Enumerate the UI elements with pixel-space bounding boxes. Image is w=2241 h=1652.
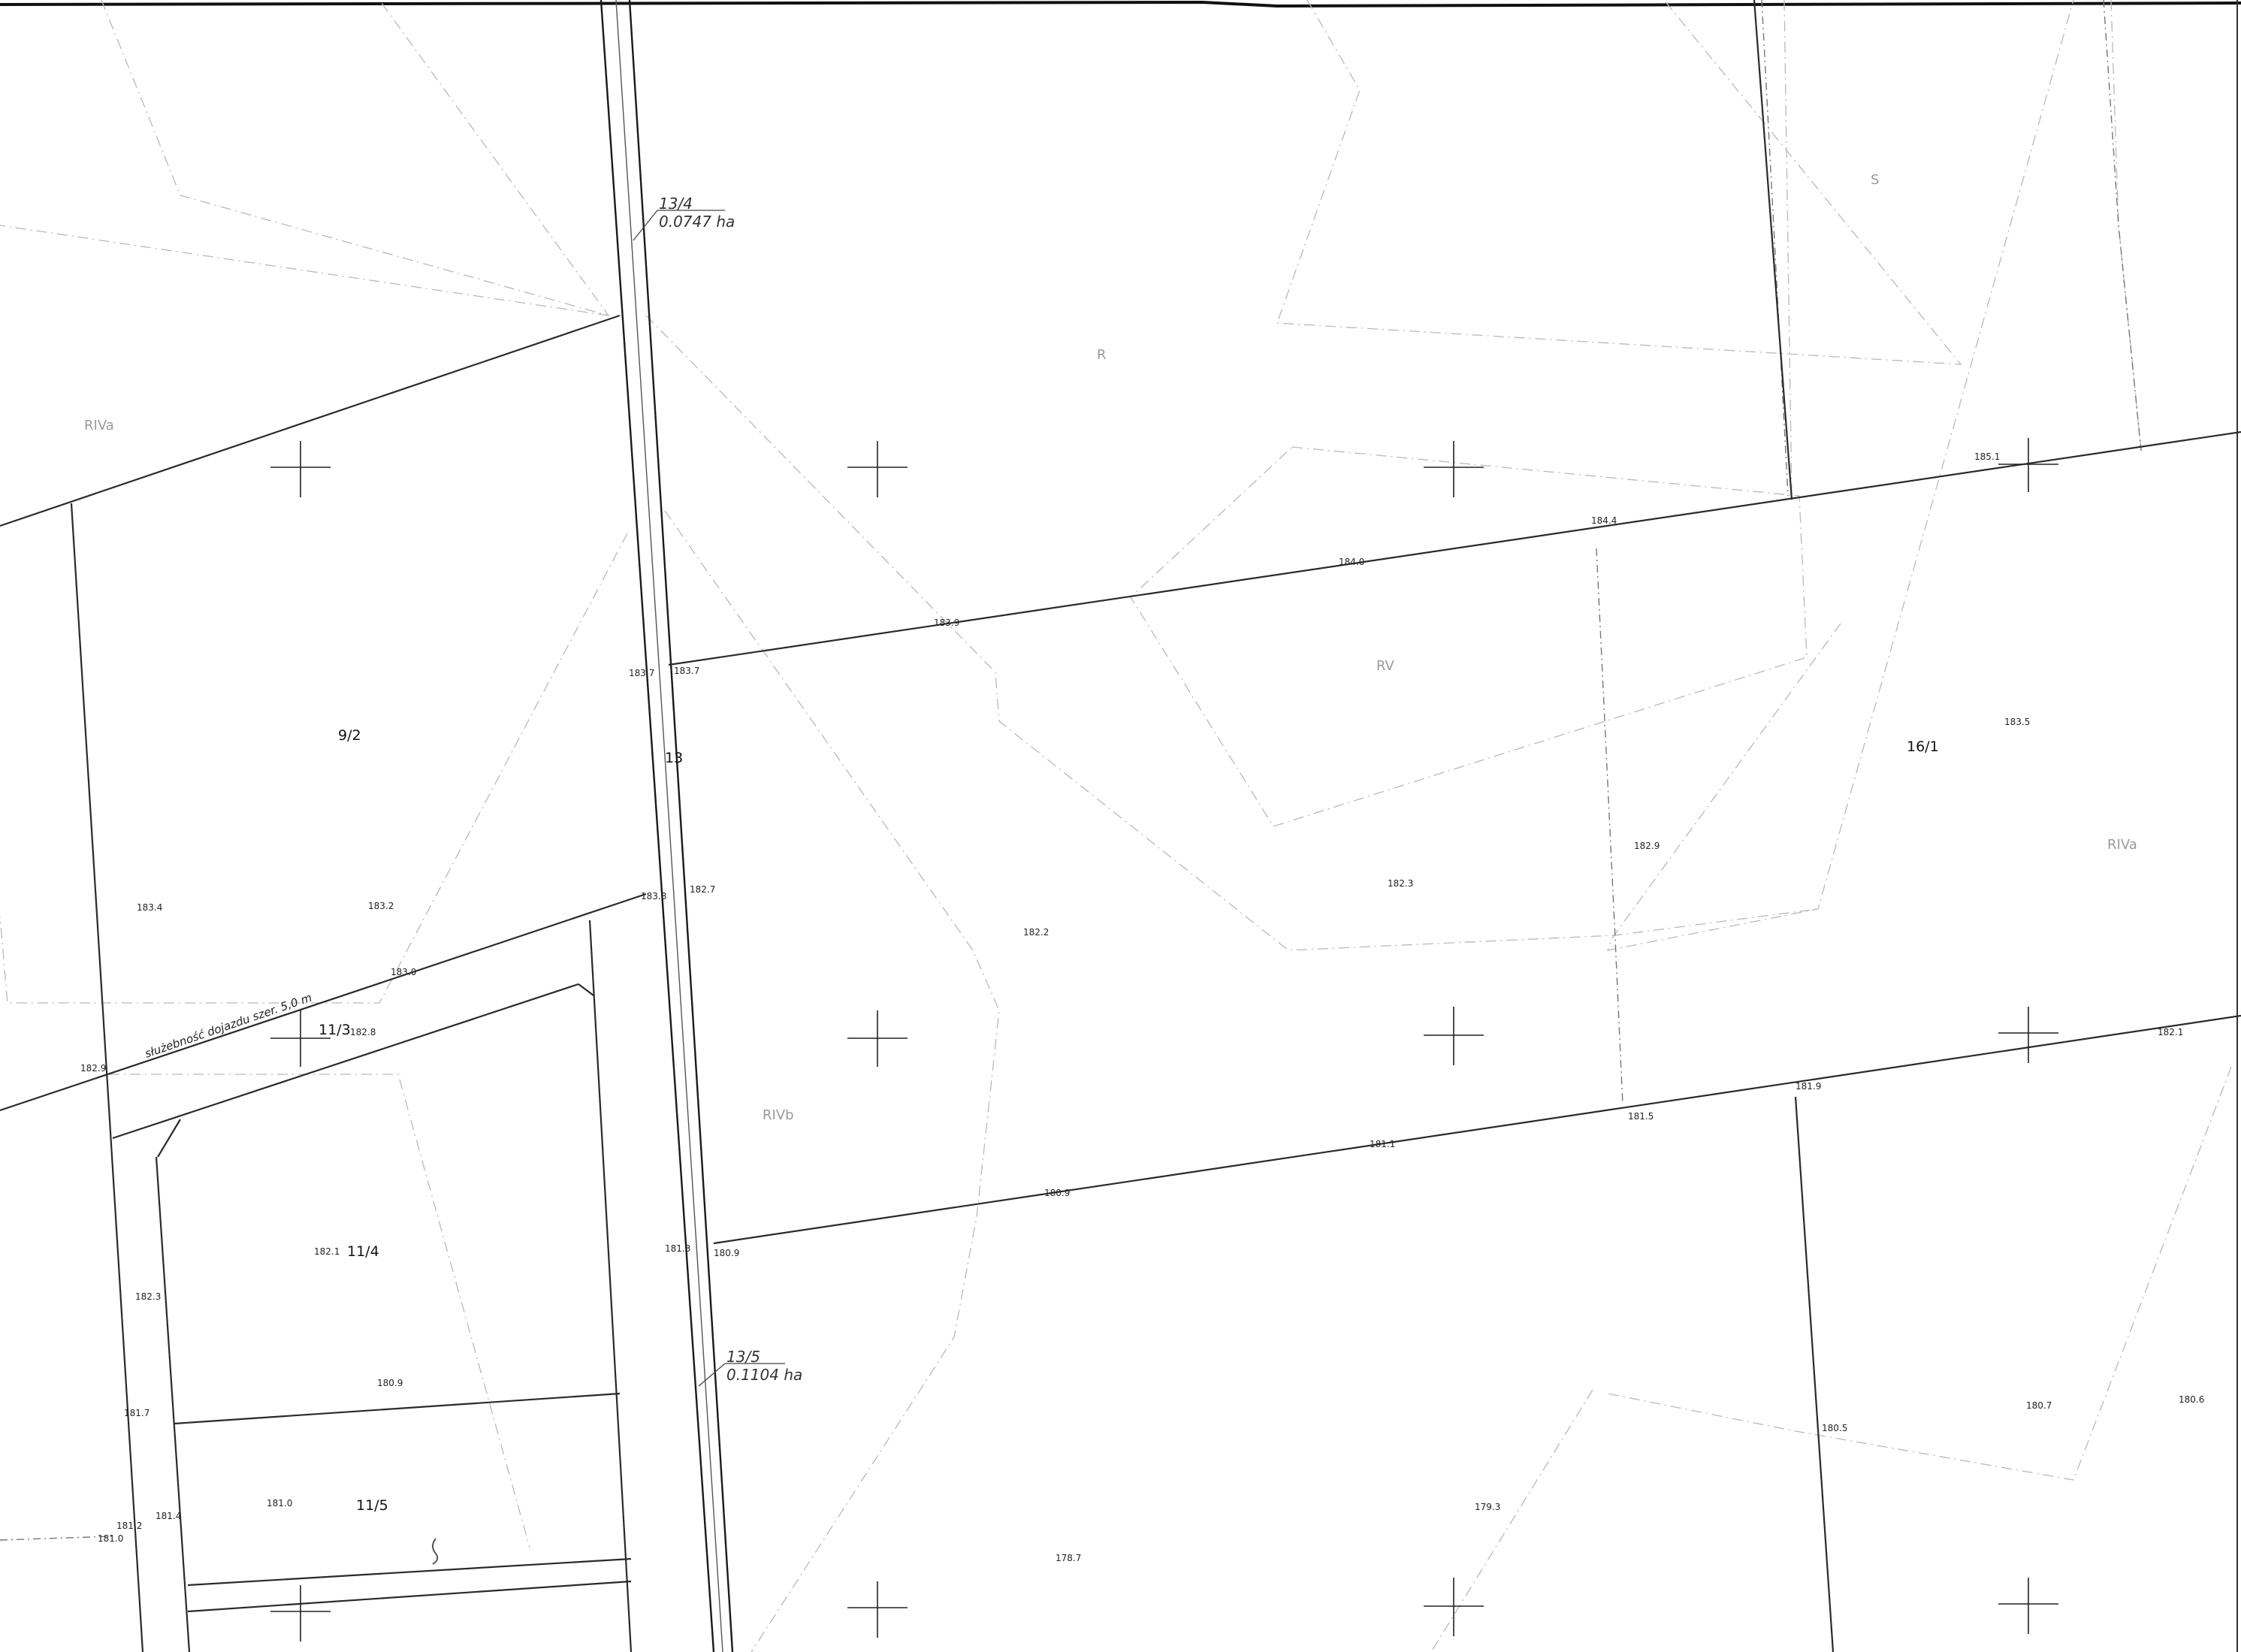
- soil-class-riva-right: RIVa: [2107, 837, 2137, 853]
- spot-height: 182.9: [1634, 841, 1660, 851]
- spot-height: 184.0: [1339, 557, 1364, 567]
- spot-height: 183.9: [934, 618, 959, 628]
- soil-class-r: R: [1097, 347, 1107, 363]
- soil-class-s: S: [1871, 172, 1879, 188]
- parcel-label-16-1: 16/1: [1907, 738, 1939, 755]
- soil-class-rivb: RIVb: [763, 1107, 794, 1123]
- spot-height: 183.4: [137, 902, 162, 913]
- grid-cross: [1998, 1578, 2058, 1634]
- parcel-label-11-5: 11/5: [356, 1497, 388, 1514]
- spot-height: 181.2: [116, 1521, 142, 1531]
- spot-height: 182.2: [1023, 927, 1049, 938]
- soil-class-riva-left: RIVa: [84, 418, 114, 433]
- grid-cross: [1998, 1007, 2058, 1063]
- spot-height: 185.1: [1974, 452, 2000, 462]
- easement-note: służebność dojazdu szer. 5,0 m: [143, 991, 313, 1061]
- spot-height: 181.0: [98, 1533, 123, 1544]
- spot-height: 181.5: [1628, 1111, 1654, 1122]
- pencil-mark: [432, 1538, 439, 1565]
- grid-cross: [1424, 441, 1484, 497]
- grid-cross: [847, 1010, 908, 1067]
- spot-height: 182.7: [690, 884, 715, 895]
- dashdot-lines: [1596, 0, 2142, 1105]
- spot-height: 180.9: [1044, 1188, 1070, 1198]
- area-label-13-4-id: 13/4: [659, 195, 693, 213]
- spot-height: 183.8: [641, 891, 666, 902]
- spot-height: 183.2: [368, 901, 394, 911]
- spot-height: 182.1: [2158, 1027, 2183, 1037]
- spot-height: 181.7: [124, 1408, 150, 1418]
- grid-cross: [270, 1010, 331, 1067]
- area-label-13-5-area: 0.1104 ha: [726, 1366, 802, 1384]
- spot-height: 183.7: [674, 666, 699, 676]
- parcel-label-11-4: 11/4: [347, 1243, 379, 1260]
- grid-cross: [1424, 1578, 1484, 1636]
- spot-height: 181.0: [267, 1498, 292, 1509]
- leader-13-4: [633, 210, 658, 241]
- spot-height: 181.4: [156, 1511, 181, 1521]
- area-label-13-5-id: 13/5: [726, 1348, 760, 1366]
- spot-height: 183.5: [2004, 717, 2030, 727]
- spot-height: 182.1: [314, 1246, 340, 1257]
- soil-class-rv: RV: [1376, 658, 1395, 674]
- spot-height: 180.6: [2179, 1394, 2204, 1405]
- grid-cross: [270, 441, 331, 497]
- leader-13-5: [698, 1363, 726, 1387]
- spot-height: 178.7: [1056, 1553, 1081, 1563]
- grid-cross: [270, 1585, 331, 1641]
- spot-height: 180.9: [377, 1378, 403, 1388]
- spot-heights: 185.1 184.4 184.0 183.9 183.7 183.7 183.…: [80, 452, 2204, 1563]
- spot-height: 181.9: [1796, 1081, 1821, 1092]
- grid-cross: [1424, 1007, 1484, 1065]
- grid-crosses: [270, 438, 2058, 1641]
- parcel-label-9-2: 9/2: [338, 727, 361, 744]
- spot-height: 181.3: [665, 1243, 690, 1254]
- spot-height: 183.7: [629, 668, 654, 678]
- grid-cross: [1998, 438, 2058, 492]
- spot-height: 182.3: [135, 1291, 161, 1302]
- grid-cross: [847, 441, 908, 497]
- parcel-label-11-3: 11/3: [319, 1022, 351, 1038]
- spot-height: 181.1: [1370, 1139, 1395, 1149]
- spot-height: 180.9: [714, 1248, 739, 1258]
- spot-height: 183.0: [391, 967, 416, 977]
- spot-height: 182.3: [1388, 878, 1413, 889]
- spot-height: 182.8: [350, 1027, 376, 1037]
- sheet-top-edge: [0, 0, 2241, 8]
- spot-height: 184.4: [1591, 515, 1617, 526]
- spot-height: 180.5: [1822, 1423, 1847, 1433]
- road-parcel-13: [600, 0, 734, 1652]
- area-label-13-4-area: 0.0747 ha: [659, 213, 735, 231]
- grid-cross: [847, 1581, 908, 1638]
- spot-height: 179.3: [1475, 1502, 1500, 1512]
- parcel-label-13: 13: [665, 750, 683, 766]
- spot-height: 180.7: [2026, 1400, 2052, 1411]
- spot-height: 182.9: [80, 1063, 106, 1074]
